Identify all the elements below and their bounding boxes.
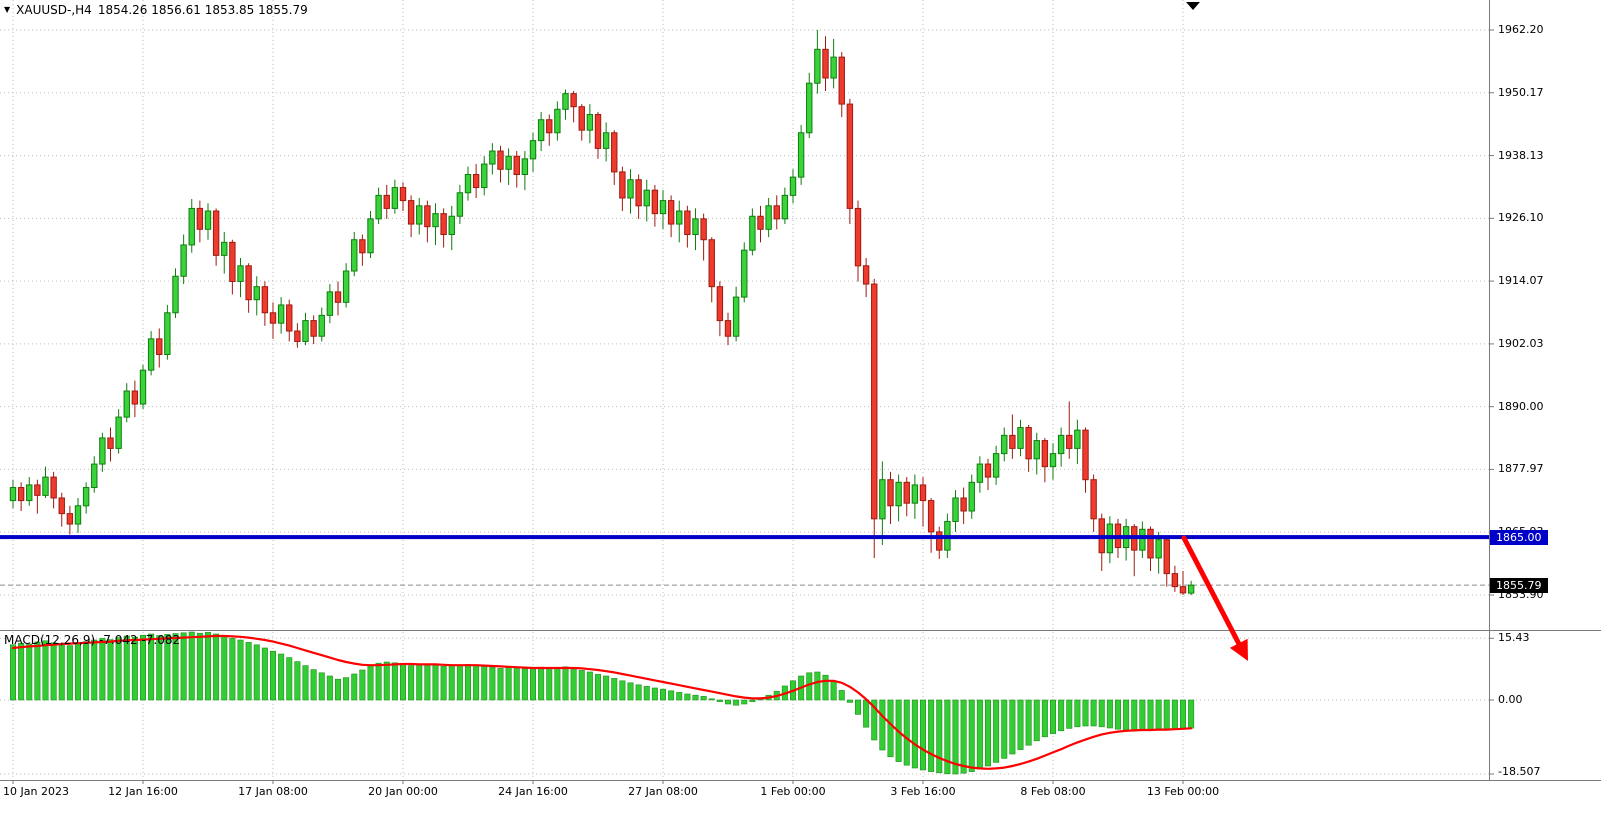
- time-axis-label: 24 Jan 16:00: [498, 785, 568, 798]
- symbol-period-label: XAUUSD-,H4: [16, 3, 92, 17]
- symbol-marker-icon: ▼: [4, 5, 11, 14]
- time-axis-label: 20 Jan 00:00: [368, 785, 438, 798]
- macd-axis-label: 0.00: [1498, 693, 1523, 706]
- macd-histogram: [10, 631, 1195, 775]
- macd-axis-label: -18.507: [1498, 765, 1541, 778]
- macd-signal-line: [11, 634, 1193, 770]
- panel-frame: [0, 0, 1601, 784]
- price-axis-label: 1962.20: [1498, 23, 1544, 36]
- time-axis-label: 17 Jan 08:00: [238, 785, 308, 798]
- chart-shift-marker-icon[interactable]: [1186, 2, 1200, 10]
- time-axis-label: 8 Feb 08:00: [1020, 785, 1086, 798]
- price-axis-label: 1877.97: [1498, 462, 1544, 476]
- current-price-tag: 1855.79: [1490, 577, 1548, 593]
- price-axis-label: 1914.07: [1498, 274, 1544, 288]
- price-axis-label: 1926.10: [1498, 211, 1544, 225]
- time-axis-label: 27 Jan 08:00: [628, 785, 698, 798]
- candles: [9, 30, 1195, 596]
- price-axis-label: 1950.17: [1498, 85, 1544, 99]
- symbol-ohlc-header: ▼ XAUUSD-,H4 1854.26 1856.61 1853.85 185…: [4, 3, 308, 17]
- horizontal-line-object[interactable]: [0, 535, 1489, 540]
- price-axis[interactable]: 1962.20 1950.17 1938.13 1926.10 1914.07 1902.…: [1490, 0, 1601, 780]
- hline-price-tag: 1865.00: [1490, 529, 1548, 545]
- time-axis-label: 13 Feb 00:00: [1146, 785, 1220, 798]
- ohlc-values: 1854.26 1856.61 1853.85 1855.79: [97, 3, 308, 17]
- time-axis-label: 10 Jan 2023: [3, 785, 69, 798]
- price-axis-label: 1902.03: [1498, 336, 1544, 350]
- time-axis-label: 3 Feb 16:00: [890, 785, 956, 798]
- price-axis-label: 1938.13: [1498, 148, 1544, 162]
- price-axis-label: 1890.00: [1498, 399, 1544, 413]
- time-axis-label: 12 Jan 16:00: [108, 785, 178, 798]
- macd-indicator-label: MACD(12,26,9) -7.042 -7.082: [4, 633, 181, 647]
- macd-axis-label: 15.43: [1498, 631, 1530, 645]
- time-axis[interactable]: 10 Jan 2023 12 Jan 16:00 17 Jan 08:00 20 Ja…: [0, 781, 1489, 803]
- time-axis-label: 1 Feb 00:00: [760, 785, 826, 798]
- trend-arrow-object[interactable]: [1181, 535, 1248, 661]
